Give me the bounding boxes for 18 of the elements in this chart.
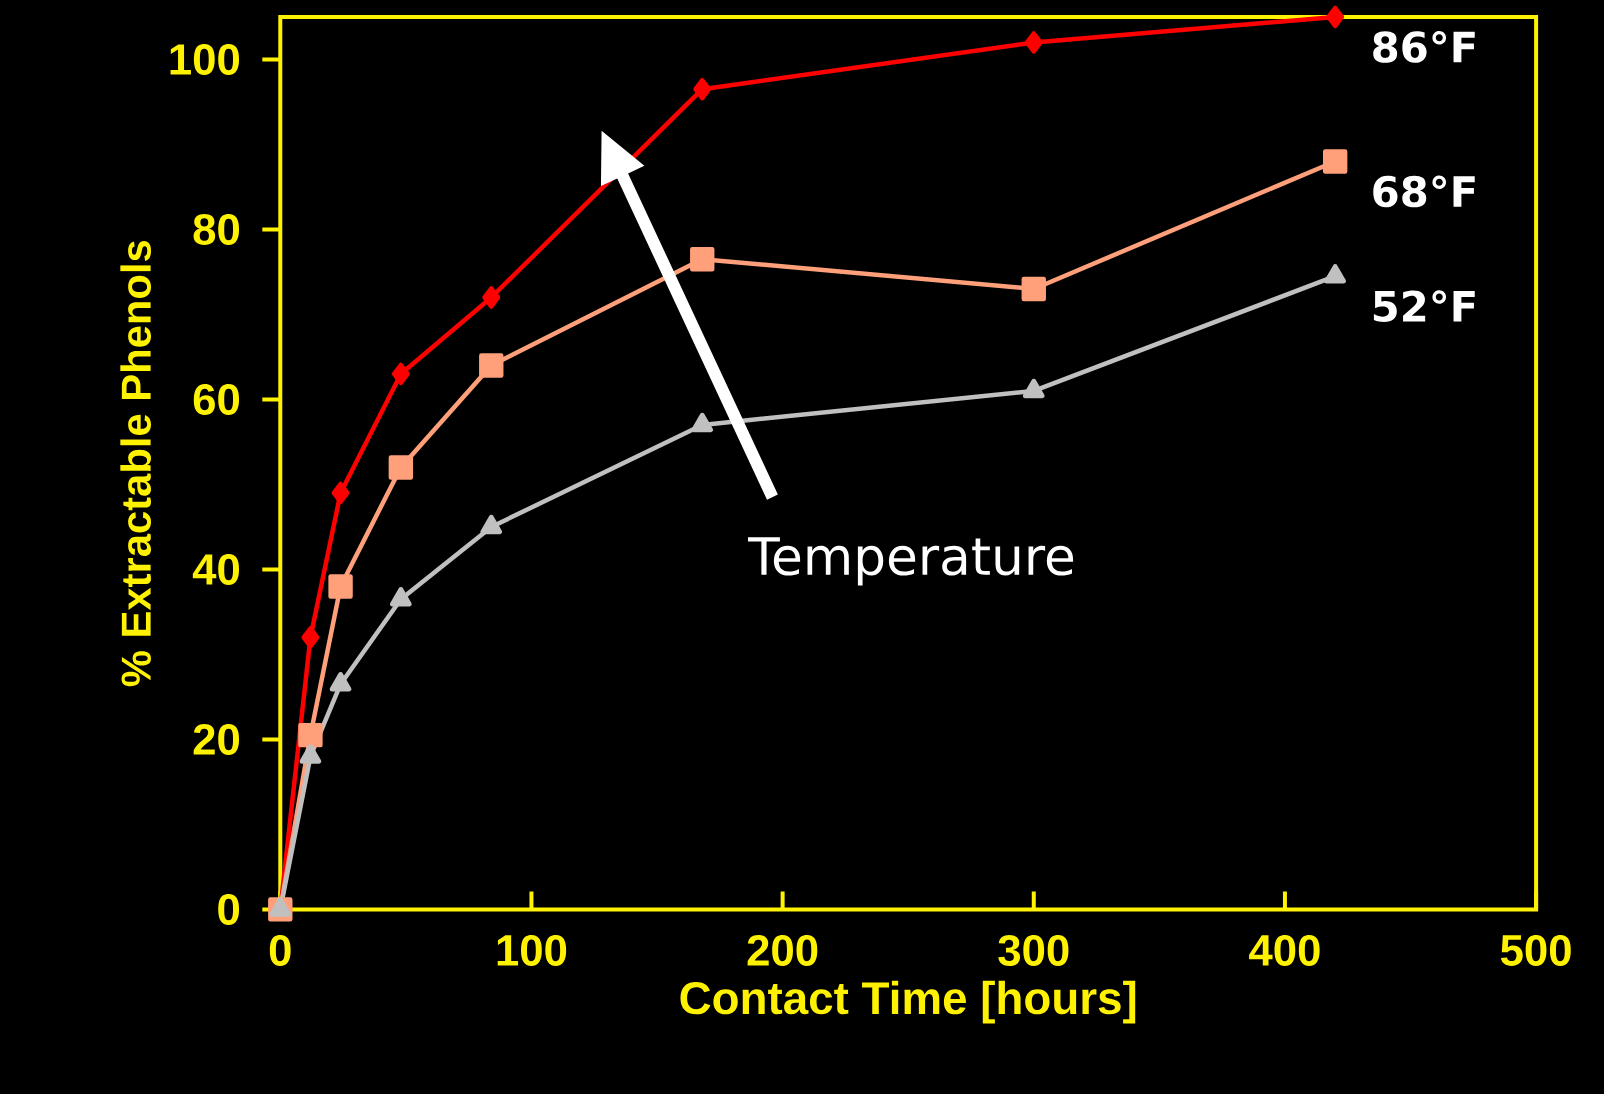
x-tick-label: 200 [747, 934, 818, 966]
y-axis-title: % Extractable Phenols [120, 240, 152, 687]
x-tick-label: 0 [269, 934, 291, 966]
x-tick-label: 300 [998, 934, 1069, 966]
y-tick-label: 80 [193, 213, 240, 245]
x-tick-label: 400 [1249, 934, 1320, 966]
x-tick-label: 500 [1500, 934, 1571, 966]
annotation: Temperature [748, 537, 1074, 586]
x-axis-title: Contact Time [hours] [680, 980, 1136, 1024]
series-label: 68°F [1373, 175, 1475, 208]
y-tick-label: 60 [193, 383, 240, 415]
y-tick-label: 40 [192, 553, 240, 585]
series-label: 52°F [1373, 290, 1475, 323]
y-tick-label: 0 [218, 893, 240, 925]
x-tick-label: 100 [497, 934, 567, 966]
series-label: 86°F [1373, 30, 1475, 63]
y-tick-label: 100 [170, 43, 240, 75]
y-tick-label: 20 [193, 723, 240, 755]
